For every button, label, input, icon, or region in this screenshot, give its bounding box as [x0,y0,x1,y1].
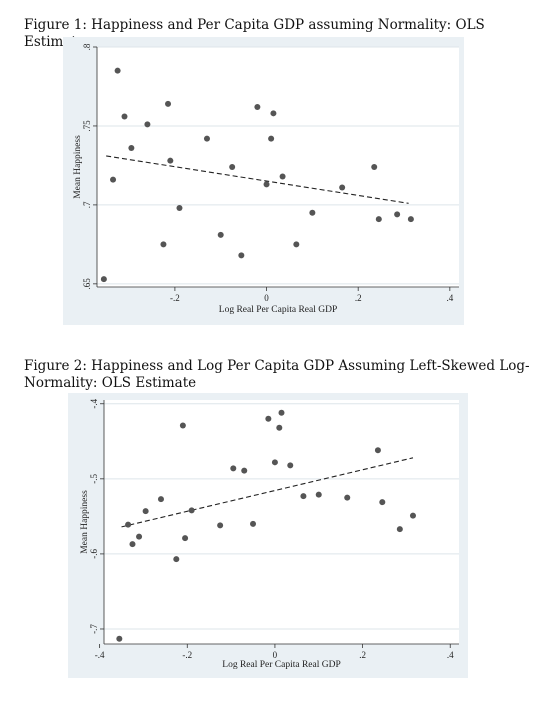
figure-2-data-point [217,522,224,529]
figure-1-data-point [121,113,128,120]
figure-1-data-point [268,135,275,142]
figure-2-x-axis-title: Log Real Per Capita Real GDP [222,660,340,670]
figure-1-y-tick-label: .7 [82,201,92,208]
figure-2-data-point [250,520,257,527]
figure-1-data-point [110,176,117,183]
figure-2-data-point [173,556,180,563]
figure-2-data-point [374,447,381,454]
figure-1-data-point [293,241,300,248]
figure-1-data-point [238,252,245,259]
figure-2-data-point [278,409,285,416]
figure-1-data-point [203,135,210,142]
figure-1-x-tick-label: .4 [446,293,453,303]
figure-2-x-tick-label: .2 [359,650,366,660]
figure-1-data-point [167,157,174,164]
figure-2-data-point [379,499,386,506]
figure-2-y-tick-label: -.4 [89,398,99,408]
figure-2-fitted-line [121,457,414,528]
figure-2-y-axis-title: Mean Happiness [80,490,90,554]
figure-1-fitted-line [106,155,409,204]
figure-2-data-point [142,508,149,515]
figure-1-data-point [160,241,167,248]
figure-2-plot-area [104,400,459,644]
figure-2-data-point [116,635,123,642]
figure-1-x-axis-title: Log Real Per Capita Real GDP [219,305,337,315]
figure-2-y-tick-label: -.6 [89,549,99,559]
figure-1-data-point [229,164,236,170]
figure-2-data-point [265,415,272,422]
figure-2-data-point [271,459,278,466]
figure-1-y-tick-label: .75 [82,120,92,132]
figure-1-data-point [309,209,316,216]
figure-1-x-tick-label: -.2 [170,293,180,303]
figure-1-data-point [279,173,286,180]
figure-1-data-point [100,276,107,283]
figure-2-title: Figure 2: Happiness and Log Per Capita G… [24,358,530,391]
figure-2-data-point [315,491,322,498]
figure-2-x-tick-label: .4 [447,650,454,660]
figure-2-data-point [125,521,132,528]
figure-2-data-point [276,424,283,431]
figure-2-data-point [287,462,294,469]
figure-1-data-point [114,67,121,74]
figure-1-data-point [339,184,346,191]
figure-1-data-point [394,211,401,218]
figure-1-data-point [263,181,270,188]
figure-1-y-axis-title: Mean Happiness [73,135,83,199]
figure-2-data-point [344,494,351,501]
figure-1-y-tick-label: .8 [82,43,92,50]
figure-2-data-point [230,465,237,472]
figure-1-data-point [165,100,172,107]
figure-2-y-tick-label: -.7 [89,624,99,634]
figure-2-data-point [129,541,136,548]
figure-1-data-point [407,216,414,223]
figure-1-data-point [270,110,277,117]
figure-2-data-point [136,533,143,540]
figure-1-data-point [375,216,382,223]
figure-2-data-point [179,422,186,429]
figure-2-x-tick-label: 0 [273,650,278,660]
figure-1-data-point [144,121,151,128]
figure-2-data-point [396,526,403,533]
figure-1-x-tick-label: 0 [264,293,269,303]
figure-2-data-point [241,467,248,474]
figure-1-data-point [371,164,378,170]
figure-2-data-point [157,496,164,503]
figure-2-data-point [182,535,189,542]
figure-2-x-tick-label: -.2 [182,650,192,660]
figure-1-data-point [217,231,224,238]
figure-2-y-tick-label: -.5 [89,473,99,483]
figure-1-data-point [128,145,135,152]
figure-2-x-tick-label: -.4 [95,650,105,660]
figure-1-x-tick-label: .2 [355,293,362,303]
figure-1-y-tick-label: .65 [82,278,92,290]
figure-1-plot-area [97,47,459,287]
figure-2-data-point [188,507,195,514]
figure-2-data-point [300,493,307,500]
figure-2-data-point [409,512,416,519]
figure-1-data-point [254,104,261,110]
figure-1-data-point [176,205,183,212]
